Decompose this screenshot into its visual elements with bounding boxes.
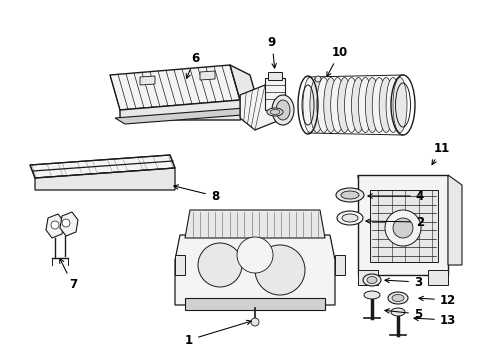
- Ellipse shape: [303, 77, 316, 132]
- Polygon shape: [110, 65, 240, 110]
- Circle shape: [62, 219, 70, 227]
- Circle shape: [237, 237, 272, 273]
- Polygon shape: [30, 155, 175, 178]
- Text: 11: 11: [431, 141, 449, 165]
- Polygon shape: [60, 212, 78, 236]
- Text: 1: 1: [184, 320, 251, 346]
- Ellipse shape: [269, 109, 280, 114]
- Text: 8: 8: [173, 185, 219, 202]
- Ellipse shape: [345, 215, 354, 221]
- Ellipse shape: [340, 191, 358, 199]
- Polygon shape: [35, 168, 175, 190]
- Ellipse shape: [344, 77, 358, 132]
- Polygon shape: [264, 78, 285, 110]
- Ellipse shape: [387, 292, 407, 304]
- Text: 7: 7: [60, 258, 77, 292]
- Polygon shape: [140, 76, 155, 85]
- Circle shape: [392, 218, 412, 238]
- Ellipse shape: [386, 77, 399, 132]
- Text: 10: 10: [326, 45, 347, 77]
- Ellipse shape: [341, 214, 357, 222]
- Ellipse shape: [363, 291, 379, 299]
- Ellipse shape: [275, 100, 289, 120]
- Ellipse shape: [323, 77, 337, 132]
- Ellipse shape: [266, 108, 283, 116]
- Ellipse shape: [351, 77, 365, 132]
- Polygon shape: [184, 210, 325, 238]
- Polygon shape: [175, 255, 184, 275]
- Polygon shape: [184, 298, 325, 310]
- Ellipse shape: [392, 77, 406, 132]
- Circle shape: [254, 245, 305, 295]
- Circle shape: [51, 221, 59, 229]
- Polygon shape: [46, 214, 64, 238]
- Polygon shape: [267, 72, 282, 80]
- Ellipse shape: [335, 188, 363, 202]
- Text: 6: 6: [186, 51, 199, 78]
- Polygon shape: [120, 100, 260, 120]
- Ellipse shape: [391, 294, 403, 302]
- Polygon shape: [240, 85, 280, 130]
- Ellipse shape: [336, 211, 362, 225]
- Polygon shape: [447, 175, 461, 265]
- Polygon shape: [427, 270, 447, 285]
- Ellipse shape: [316, 77, 330, 132]
- Ellipse shape: [271, 95, 293, 125]
- Text: 12: 12: [418, 293, 455, 306]
- Ellipse shape: [378, 77, 392, 132]
- Ellipse shape: [358, 77, 372, 132]
- Circle shape: [250, 318, 259, 326]
- Polygon shape: [229, 65, 260, 110]
- Polygon shape: [115, 108, 254, 124]
- Ellipse shape: [366, 276, 376, 284]
- Text: 4: 4: [367, 189, 423, 202]
- Ellipse shape: [337, 77, 351, 132]
- Text: 5: 5: [384, 307, 421, 320]
- Ellipse shape: [309, 77, 323, 132]
- Polygon shape: [357, 270, 377, 285]
- Text: 9: 9: [267, 36, 276, 68]
- Polygon shape: [334, 255, 345, 275]
- Polygon shape: [175, 235, 334, 305]
- Polygon shape: [369, 190, 437, 262]
- Circle shape: [198, 243, 242, 287]
- Polygon shape: [357, 175, 447, 275]
- Text: 13: 13: [413, 314, 455, 327]
- Ellipse shape: [365, 77, 379, 132]
- Circle shape: [384, 210, 420, 246]
- Circle shape: [314, 76, 320, 82]
- Polygon shape: [200, 71, 215, 80]
- Text: 3: 3: [384, 275, 421, 288]
- Ellipse shape: [330, 77, 344, 132]
- Ellipse shape: [362, 274, 380, 286]
- Text: 2: 2: [365, 216, 423, 229]
- Ellipse shape: [371, 77, 386, 132]
- Ellipse shape: [390, 308, 404, 316]
